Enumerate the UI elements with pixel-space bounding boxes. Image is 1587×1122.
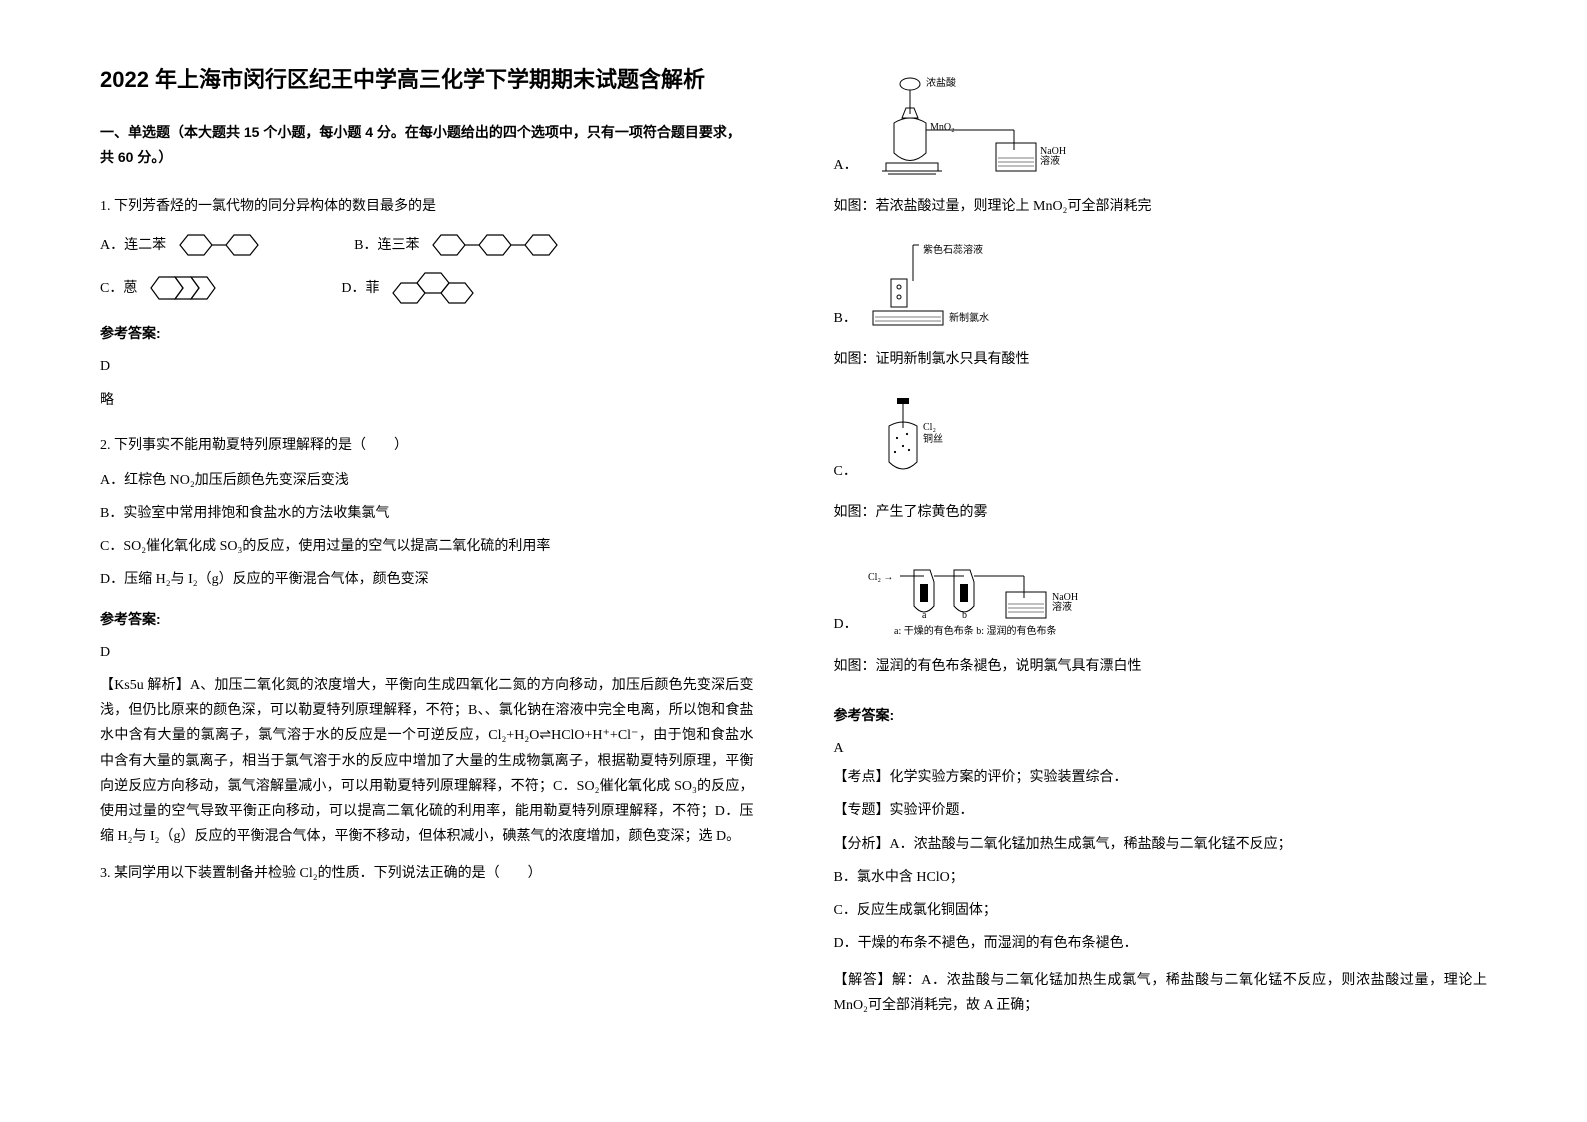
q1-option-a: A．连二苯 (100, 231, 294, 259)
section-header: 一、单选题（本大题共 15 个小题，每小题 4 分。在每小题给出的四个选项中，只… (100, 120, 754, 170)
q2-d: D．压缩 H₂与 I₂（g）反应的平衡混合气体，颜色变深 (100, 567, 754, 592)
q3-c-caption: 如图：产生了棕黄色的雾 (834, 500, 1488, 525)
q3-c-diagram: C． Cl₂ 铜丝 (834, 394, 1488, 484)
label-mno2: MnO₂ (930, 122, 955, 133)
q2-c: C．SO₂催化氧化成 SO₃的反应，使用过量的空气以提高二氧化硫的利用率 (100, 534, 754, 559)
q3-answer-label: 参考答案: (834, 703, 1488, 728)
hatching-d (1008, 604, 1044, 612)
hatching (998, 158, 1034, 166)
anthracene-icon (145, 273, 245, 303)
label-a: a (922, 610, 927, 621)
label-water: 新制氯水 (949, 311, 989, 324)
q2-text: 2. 下列事实不能用勒夏特列原理解释的是（ ） (100, 433, 754, 458)
q3-d-caption: 如图：湿润的有色布条褪色，说明氯气具有漂白性 (834, 654, 1488, 679)
q3-d-label: D． (834, 612, 858, 637)
q1-option-d: D．菲 (341, 271, 507, 305)
label-naoh2: 溶液 (1040, 154, 1060, 167)
q3-kaodian: 【考点】化学实验方案的评价；实验装置综合． (834, 765, 1488, 790)
q1-option-c: C．蒽 (100, 271, 245, 305)
q1-answer: D (100, 354, 754, 379)
q3-b-caption: 如图：证明新制氯水只具有酸性 (834, 347, 1488, 372)
q1-row1: A．连二苯 B．连三苯 (100, 225, 754, 265)
page-title: 2022 年上海市闵行区纪王中学高三化学下学期期末试题含解析 (100, 60, 754, 100)
fenxi-label: 【分析】 (834, 837, 890, 852)
label-cu: 铜丝 (923, 433, 943, 445)
q1-b-label: B．连三苯 (354, 233, 419, 258)
zhuanti-label: 【专题】 (834, 803, 890, 818)
q1-c-label: C．蒽 (100, 276, 137, 301)
apparatus-a-icon: 浓盐酸 MnO₂ NaOH 溶液 (864, 68, 1094, 178)
q1-text: 1. 下列芳香烃的一氯代物的同分异构体的数目最多的是 (100, 194, 754, 219)
fenxi-a-text: A．浓盐酸与二氧化锰加热生成氯气，稀盐酸与二氧化锰不反应； (890, 837, 1292, 852)
terphenyl-icon (427, 231, 597, 259)
right-column: A． 浓盐酸 MnO₂ NaOH 溶液 如图：若浓盐酸过量，则理论上 MnO₂可… (834, 60, 1488, 1062)
q1-explanation: 略 (100, 388, 754, 413)
apparatus-b-icon: 紫色石蕊溶液 新制氯水 (863, 241, 1063, 331)
q1-row2: C．蒽 D．菲 (100, 265, 754, 311)
q3-a-diagram: A． 浓盐酸 MnO₂ NaOH 溶液 (834, 68, 1488, 178)
label-acid: 浓盐酸 (926, 76, 956, 89)
label-b: b (962, 610, 967, 621)
q2-answer-label: 参考答案: (100, 607, 754, 632)
q3-b-label: B． (834, 306, 857, 331)
q3-d-diagram: D． Cl₂ → a b NaOH 溶液 a: 干燥的有色布条 b: 湿润的有色… (834, 548, 1488, 638)
q1-answer-label: 参考答案: (100, 321, 754, 346)
q1-a-label: A．连二苯 (100, 233, 166, 258)
label-naoh-d2: 溶液 (1052, 600, 1072, 613)
q1-d-label: D．菲 (341, 276, 379, 301)
q3-a-caption: 如图：若浓盐酸过量，则理论上 MnO₂可全部消耗完 (834, 194, 1488, 219)
q2-b: B．实验室中常用排饱和食盐水的方法收集氯气 (100, 501, 754, 526)
jieda-text: 解：A．浓盐酸与二氧化锰加热生成氯气，稀盐酸与二氧化锰不反应，则浓盐酸过量，理论… (834, 973, 1488, 1013)
q3-fenxi-c: C．反应生成氯化铜固体； (834, 898, 1488, 923)
q2-answer: D (100, 640, 754, 665)
q3-zhuanti: 【专题】实验评价题． (834, 798, 1488, 823)
q2-explanation: 【Ks5u 解析】A、加压二氧化氮的浓度增大，平衡向生成四氧化二氮的方向移动，加… (100, 673, 754, 849)
label-litmus: 紫色石蕊溶液 (923, 243, 983, 256)
apparatus-d-icon: Cl₂ → a b NaOH 溶液 a: 干燥的有色布条 b: 湿润的有色布条 (864, 548, 1124, 638)
jieda-label: 【解答】 (834, 973, 893, 988)
q3-b-diagram: B． 紫色石蕊溶液 新制氯水 (834, 241, 1488, 331)
label-cl2-d: Cl₂ → (868, 572, 893, 583)
q3-fenxi-a: 【分析】A．浓盐酸与二氧化锰加热生成氯气，稀盐酸与二氧化锰不反应； (834, 832, 1488, 857)
q3-a-label: A． (834, 153, 858, 178)
q3-jieda: 【解答】解：A．浓盐酸与二氧化锰加热生成氯气，稀盐酸与二氧化锰不反应，则浓盐酸过… (834, 968, 1488, 1018)
q3-answer: A (834, 736, 1488, 761)
q3-text: 3. 某同学用以下装置制备并检验 Cl₂的性质．下列说法正确的是（ ） (100, 861, 754, 886)
left-column: 2022 年上海市闵行区纪王中学高三化学下学期期末试题含解析 一、单选题（本大题… (100, 60, 754, 1062)
q3-c-label: C． (834, 459, 857, 484)
biphenyl-icon (174, 231, 294, 259)
zhuanti-text: 实验评价题． (890, 803, 974, 818)
hatching-b (875, 317, 941, 321)
gas-dots (894, 434, 910, 454)
kaodian-label: 【考点】 (834, 770, 890, 785)
q2-a: A．红棕色 NO₂加压后颜色先变深后变浅 (100, 468, 754, 493)
kaodian-text: 化学实验方案的评价；实验装置综合． (890, 770, 1128, 785)
label-cl2-c: Cl₂ (923, 422, 936, 433)
label-legend-d: a: 干燥的有色布条 b: 湿润的有色布条 (894, 624, 1057, 637)
q1-option-b: B．连三苯 (354, 231, 597, 259)
q3-fenxi-b: B．氯水中含 HClO； (834, 865, 1488, 890)
q3-fenxi-d: D．干燥的布条不褪色，而湿润的有色布条褪色． (834, 931, 1488, 956)
phenanthrene-icon (387, 271, 507, 305)
apparatus-c-icon: Cl₂ 铜丝 (863, 394, 1003, 484)
